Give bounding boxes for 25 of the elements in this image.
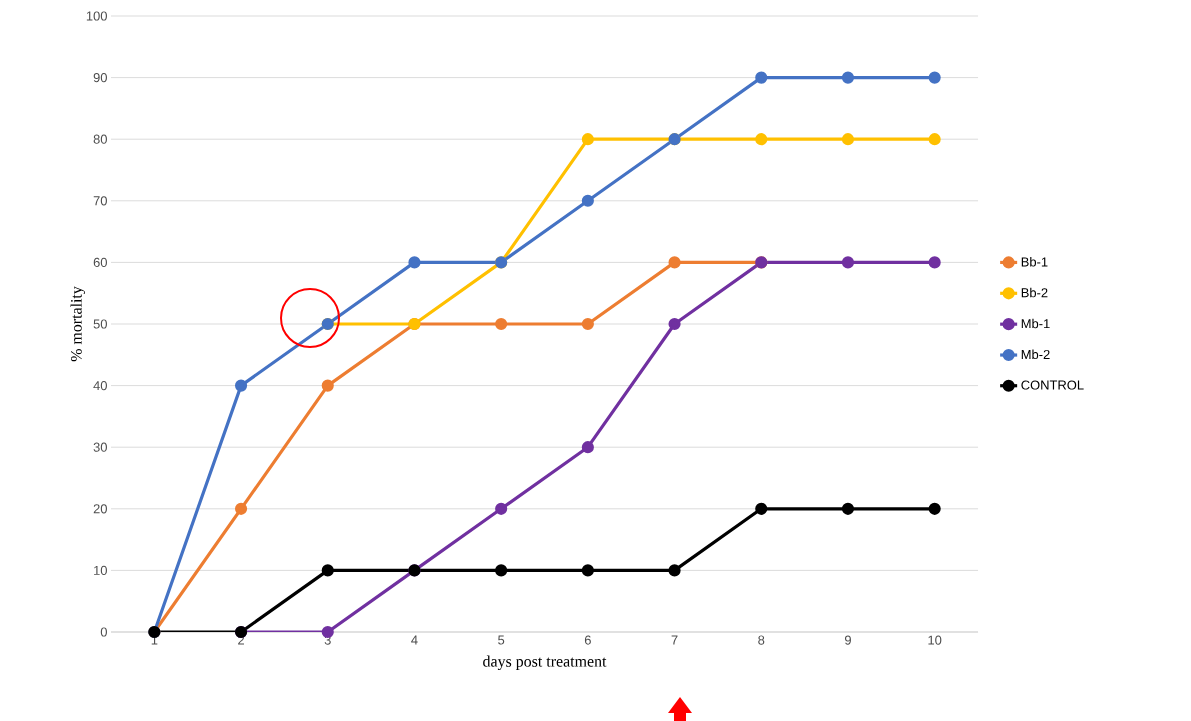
- y-tick-label: 40: [93, 381, 107, 391]
- y-tick-label: 10: [94, 565, 107, 575]
- legend-label: Bb-1: [1021, 256, 1048, 267]
- y-tick-label: 50: [93, 319, 107, 329]
- x-tick-label: 6: [584, 635, 591, 645]
- y-tick-label: 20: [93, 504, 107, 514]
- legend-label: Mb-2: [1021, 349, 1050, 360]
- x-tick-label: 10: [928, 635, 942, 645]
- x-tick-label: 9: [844, 635, 851, 645]
- y-axis-title: % mortality: [70, 286, 86, 362]
- y-tick-label: 70: [93, 196, 107, 206]
- y-tick-label: 80: [93, 134, 107, 144]
- x-axis-title: days post treatment: [483, 655, 607, 671]
- legend-label: Bb-2: [1021, 287, 1048, 298]
- x-tick-label: 4: [411, 635, 418, 645]
- x-tick-label: 8: [758, 635, 765, 645]
- y-tick-label: 0: [100, 627, 107, 637]
- legend-label: Mb-1: [1021, 318, 1050, 329]
- y-tick-label: 90: [93, 73, 107, 83]
- x-tick-label: 5: [498, 635, 505, 645]
- y-tick-label: 30: [93, 442, 107, 452]
- y-tick-label: 60: [93, 257, 107, 267]
- legend-label: CONTROL: [1021, 380, 1084, 390]
- x-tick-label: 7: [671, 635, 678, 645]
- y-tick-label: 100: [86, 11, 107, 21]
